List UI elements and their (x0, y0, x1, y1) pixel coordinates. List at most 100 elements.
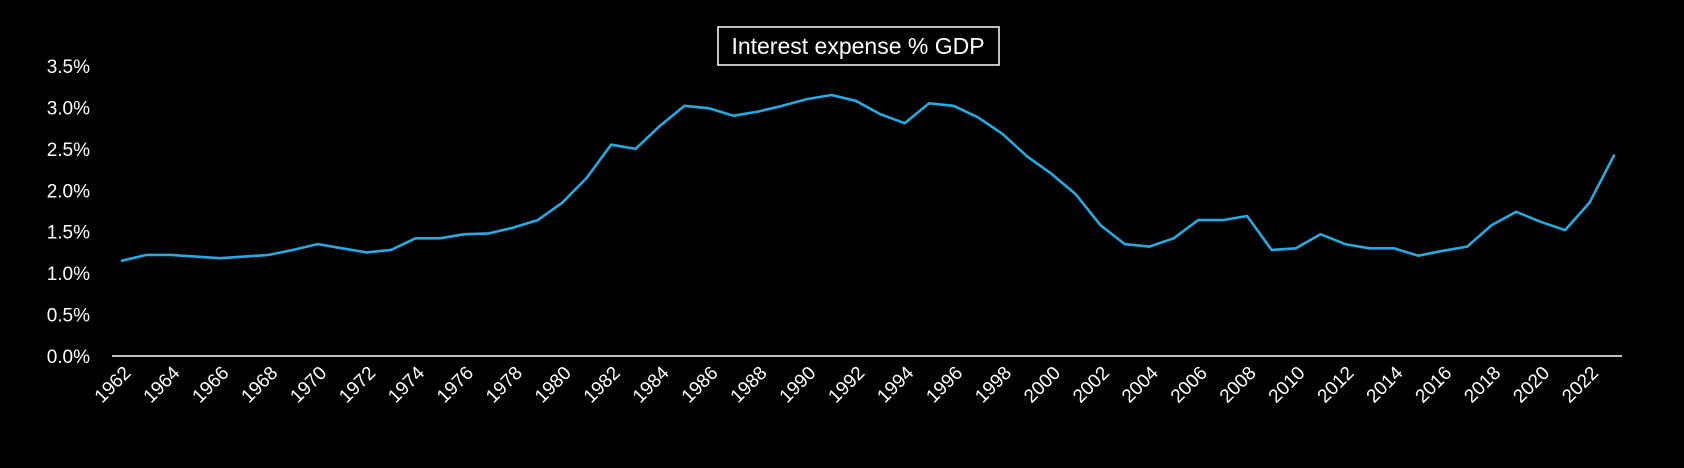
x-tick-label: 1980 (531, 363, 576, 408)
data-point (291, 248, 295, 252)
x-axis: 1962 1964 1966 1968 1970 1972 1974 1976 1978 1980… (91, 362, 1603, 407)
data-point (1196, 218, 1200, 222)
data-point (316, 242, 320, 246)
x-tick-label: 2016 (1412, 363, 1457, 408)
data-point (1025, 154, 1029, 158)
y-tick-label: 3.0% (47, 98, 90, 119)
x-tick-label: 1968 (238, 363, 283, 408)
data-point (511, 226, 515, 230)
series-line (120, 93, 1616, 262)
data-point (120, 259, 124, 263)
y-tick-label: 2.0% (47, 181, 90, 202)
data-point (169, 253, 173, 257)
data-point (976, 115, 980, 119)
x-tick-label: 2022 (1558, 363, 1603, 408)
data-point (1123, 242, 1127, 246)
data-point (267, 253, 271, 257)
y-tick-label: 0.5% (47, 306, 90, 327)
data-point (1612, 154, 1616, 158)
data-point (414, 236, 418, 240)
x-tick-label: 1976 (433, 363, 478, 408)
x-tick-label: 2012 (1314, 363, 1359, 408)
x-tick-label: 2014 (1363, 362, 1408, 407)
chart-title-box: Interest expense % GDP (717, 26, 1000, 66)
x-tick-label: 2002 (1069, 363, 1114, 408)
data-point (1270, 248, 1274, 252)
data-points (120, 93, 1616, 263)
x-tick-label: 2018 (1460, 363, 1505, 408)
data-point (683, 104, 687, 108)
data-point (1490, 223, 1494, 227)
x-tick-label: 1990 (776, 363, 821, 408)
data-point (438, 236, 442, 240)
y-tick-label: 3.5% (47, 57, 90, 78)
x-tick-label: 1996 (922, 363, 967, 408)
data-point (560, 201, 564, 205)
data-point (1416, 254, 1420, 258)
x-tick-label: 1984 (629, 362, 674, 407)
data-point (878, 112, 882, 116)
data-point (193, 255, 197, 259)
data-point (609, 143, 613, 147)
x-tick-label: 1962 (91, 363, 136, 408)
x-tick-label: 1994 (873, 362, 918, 407)
data-point (536, 218, 540, 222)
y-tick-label: 1.5% (47, 223, 90, 244)
x-tick-label: 1978 (482, 363, 527, 408)
data-point (756, 110, 760, 114)
data-point (707, 106, 711, 110)
data-point (1343, 242, 1347, 246)
y-tick-label: 0.0% (47, 347, 90, 368)
data-point (829, 93, 833, 97)
data-point (1563, 228, 1567, 232)
data-point (634, 147, 638, 151)
x-tick-label: 1988 (727, 363, 772, 408)
data-point (462, 232, 466, 236)
x-tick-label: 1982 (580, 363, 625, 408)
x-tick-label: 2008 (1216, 363, 1261, 408)
data-point (1514, 210, 1518, 214)
data-point (218, 256, 222, 260)
data-point (389, 248, 393, 252)
data-point (1074, 192, 1078, 196)
data-point (1319, 232, 1323, 236)
x-tick-label: 1970 (286, 363, 331, 408)
data-point (1367, 246, 1371, 250)
data-point (1465, 245, 1469, 249)
data-point (145, 253, 149, 257)
data-point (805, 97, 809, 101)
data-point (365, 250, 369, 254)
x-tick-label: 1966 (189, 363, 234, 408)
data-point (903, 121, 907, 125)
data-point (585, 176, 589, 180)
x-tick-label: 2000 (1020, 363, 1065, 408)
data-point (927, 101, 931, 105)
x-tick-label: 1972 (335, 363, 380, 408)
data-point (658, 124, 662, 128)
data-point (487, 231, 491, 235)
data-point (1294, 246, 1298, 250)
y-tick-label: 2.5% (47, 140, 90, 161)
chart-title: Interest expense % GDP (731, 33, 984, 59)
data-point (1539, 220, 1543, 224)
data-point (780, 104, 784, 108)
x-tick-label: 1964 (140, 362, 185, 407)
x-tick-label: 2006 (1167, 363, 1212, 408)
data-point (1098, 223, 1102, 227)
y-axis: 0.0% 0.5% 1.0% 1.5% 2.0% 2.5% 3.0% 3.5% (47, 57, 90, 368)
x-tick-label: 1992 (825, 363, 870, 408)
x-tick-label: 1998 (971, 363, 1016, 408)
data-point (1392, 246, 1396, 250)
data-point (952, 104, 956, 108)
data-point (1441, 249, 1445, 253)
data-point (1147, 245, 1151, 249)
x-tick-label: 2004 (1118, 362, 1163, 407)
data-point (1172, 236, 1176, 240)
data-point (1221, 218, 1225, 222)
x-tick-label: 2020 (1509, 363, 1554, 408)
data-point (242, 255, 246, 259)
data-point (854, 99, 858, 103)
data-point (1001, 132, 1005, 136)
data-point (1245, 214, 1249, 218)
